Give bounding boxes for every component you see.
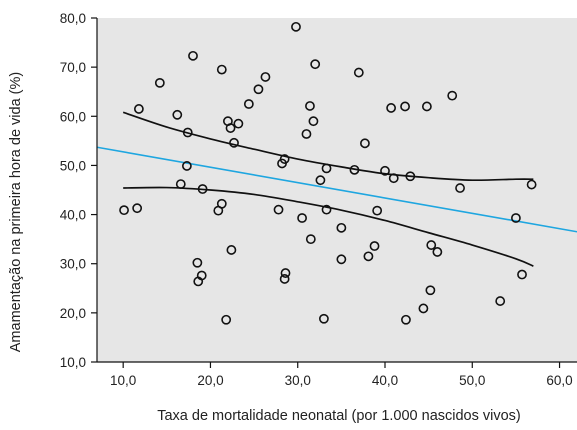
data-point [233, 118, 244, 129]
data-point [400, 101, 410, 112]
data-point [279, 154, 290, 164]
data-point [253, 84, 264, 95]
x-tick-label: 20,0 [197, 373, 223, 388]
data-point [280, 268, 291, 278]
data-point [380, 165, 390, 176]
x-axis-title: Taxa de mortalidade neonatal (por 1.000 … [157, 408, 521, 424]
y-axis-title: Amamentação na primeira hora de vida (%) [8, 72, 24, 352]
data-point [372, 205, 383, 216]
data-point [526, 179, 537, 190]
data-point [388, 173, 399, 184]
data-point [308, 116, 319, 127]
data-point [273, 204, 284, 215]
data-point [511, 213, 521, 223]
data-point [192, 257, 203, 268]
data-point [154, 77, 165, 88]
upper-confidence-band-line [122, 111, 534, 182]
data-point [196, 270, 207, 281]
data-point [421, 101, 432, 112]
data-point [175, 179, 186, 190]
data-point [336, 254, 347, 265]
y-tick-label: 50,0 [60, 158, 86, 173]
data-point [243, 99, 254, 109]
data-point [226, 245, 237, 255]
data-point [405, 171, 416, 182]
data-point [321, 204, 332, 215]
data-point [426, 240, 437, 250]
y-tick-label: 10,0 [60, 355, 86, 370]
x-tick-label: 60,0 [546, 373, 572, 388]
data-point [216, 64, 227, 75]
data-point [369, 241, 380, 251]
data-point [172, 109, 183, 120]
data-point [297, 213, 307, 223]
data-point [447, 90, 458, 101]
data-point [310, 59, 321, 70]
data-point [182, 127, 193, 138]
y-tick-label: 20,0 [60, 306, 86, 321]
data-point [425, 285, 436, 296]
data-point [119, 205, 129, 216]
data-point [132, 203, 143, 214]
data-point [517, 269, 527, 280]
y-tick-labels: 10,0 20,0 30,0 40,0 50,0 60,0 70,0 80,0 [60, 11, 86, 370]
data-point [386, 103, 397, 113]
data-point [495, 296, 506, 306]
y-tick-label: 60,0 [60, 109, 86, 124]
data-point [181, 161, 192, 171]
data-point [363, 251, 374, 262]
data-point [315, 175, 326, 186]
data-point [432, 247, 443, 257]
data-point [301, 129, 312, 139]
x-tick-labels: 10,0 20,0 30,0 40,0 50,0 60,0 [110, 373, 573, 388]
y-tick-label: 40,0 [60, 208, 86, 223]
data-point [455, 183, 465, 193]
tick-marks [91, 17, 561, 368]
x-tick-label: 30,0 [285, 373, 311, 388]
data-point [133, 104, 144, 114]
x-tick-label: 40,0 [372, 373, 398, 388]
axes [96, 18, 577, 363]
regression-line [97, 146, 577, 233]
data-point [360, 138, 370, 149]
data-point [353, 67, 364, 78]
data-point [401, 314, 411, 325]
data-point [216, 198, 227, 209]
data-point [197, 184, 208, 194]
data-point [319, 313, 329, 324]
plot-content [97, 21, 577, 325]
data-point [305, 101, 315, 111]
y-tick-label: 30,0 [60, 257, 86, 272]
data-point [291, 21, 301, 32]
y-tick-label: 80,0 [60, 11, 86, 26]
data-point [229, 137, 239, 148]
x-tick-label: 50,0 [459, 373, 485, 388]
data-point [221, 314, 232, 325]
y-tick-label: 70,0 [60, 60, 86, 75]
data-point [188, 50, 198, 61]
data-point [225, 123, 236, 133]
data-point [349, 164, 360, 175]
data-point [321, 163, 332, 174]
data-point [260, 72, 271, 82]
x-tick-label: 10,0 [110, 373, 136, 388]
data-point [305, 234, 316, 245]
data-point [336, 222, 347, 233]
data-point [279, 274, 290, 284]
data-point [418, 303, 429, 314]
